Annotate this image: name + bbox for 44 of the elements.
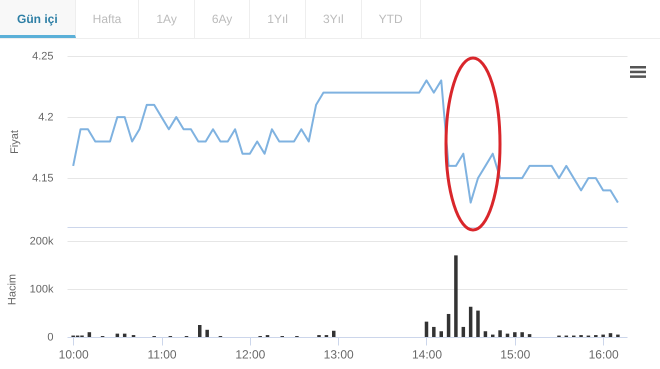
- x-tick-label: 11:00: [147, 348, 177, 362]
- bar: [198, 325, 202, 337]
- text: 6Ay: [194, 0, 250, 38]
- y-tick-label: 0: [47, 332, 54, 344]
- text: 3Yıl: [306, 0, 362, 38]
- text: Hafta: [76, 0, 140, 38]
- bar: [205, 330, 209, 337]
- bar: [332, 330, 336, 337]
- y-tick-label: 4.25: [32, 50, 54, 62]
- bar: [520, 332, 524, 337]
- x-tick-label: 16:00: [588, 348, 619, 362]
- bar: [506, 334, 510, 337]
- x-tick-label: 13:00: [324, 348, 354, 362]
- text: 1Ay: [139, 0, 195, 38]
- text: Gün içi: [0, 0, 76, 38]
- x-tick-label: 10:00: [58, 348, 90, 362]
- bar: [468, 306, 472, 337]
- bar: [462, 326, 466, 337]
- y-axis-title: Hacim: [6, 274, 19, 306]
- bar: [88, 332, 92, 337]
- bar: [424, 322, 428, 337]
- bar: [116, 334, 120, 337]
- bar: [454, 255, 458, 337]
- bar: [528, 334, 532, 337]
- bar: [476, 310, 480, 337]
- bar: [484, 331, 488, 337]
- y-tick-label: 4.15: [32, 172, 54, 185]
- x-tick-label: 12:00: [235, 348, 266, 362]
- bar: [439, 331, 443, 337]
- text: YTD: [362, 0, 421, 38]
- bar: [432, 326, 436, 337]
- y-axis-title: Fiyat: [9, 130, 22, 154]
- bar: [608, 333, 612, 337]
- y-tick-label: 4.2: [38, 112, 54, 124]
- line-series: [72, 79, 619, 204]
- y-tick-label: 200k: [30, 236, 54, 248]
- bar: [122, 334, 126, 337]
- bar: [446, 314, 450, 337]
- bar: [513, 332, 517, 337]
- text: 1Yıl: [250, 0, 306, 38]
- x-tick-label: 14:00: [412, 348, 442, 362]
- bar: [498, 330, 502, 337]
- y-tick-label: 100k: [30, 284, 54, 296]
- x-tick-label: 15:00: [500, 348, 531, 362]
